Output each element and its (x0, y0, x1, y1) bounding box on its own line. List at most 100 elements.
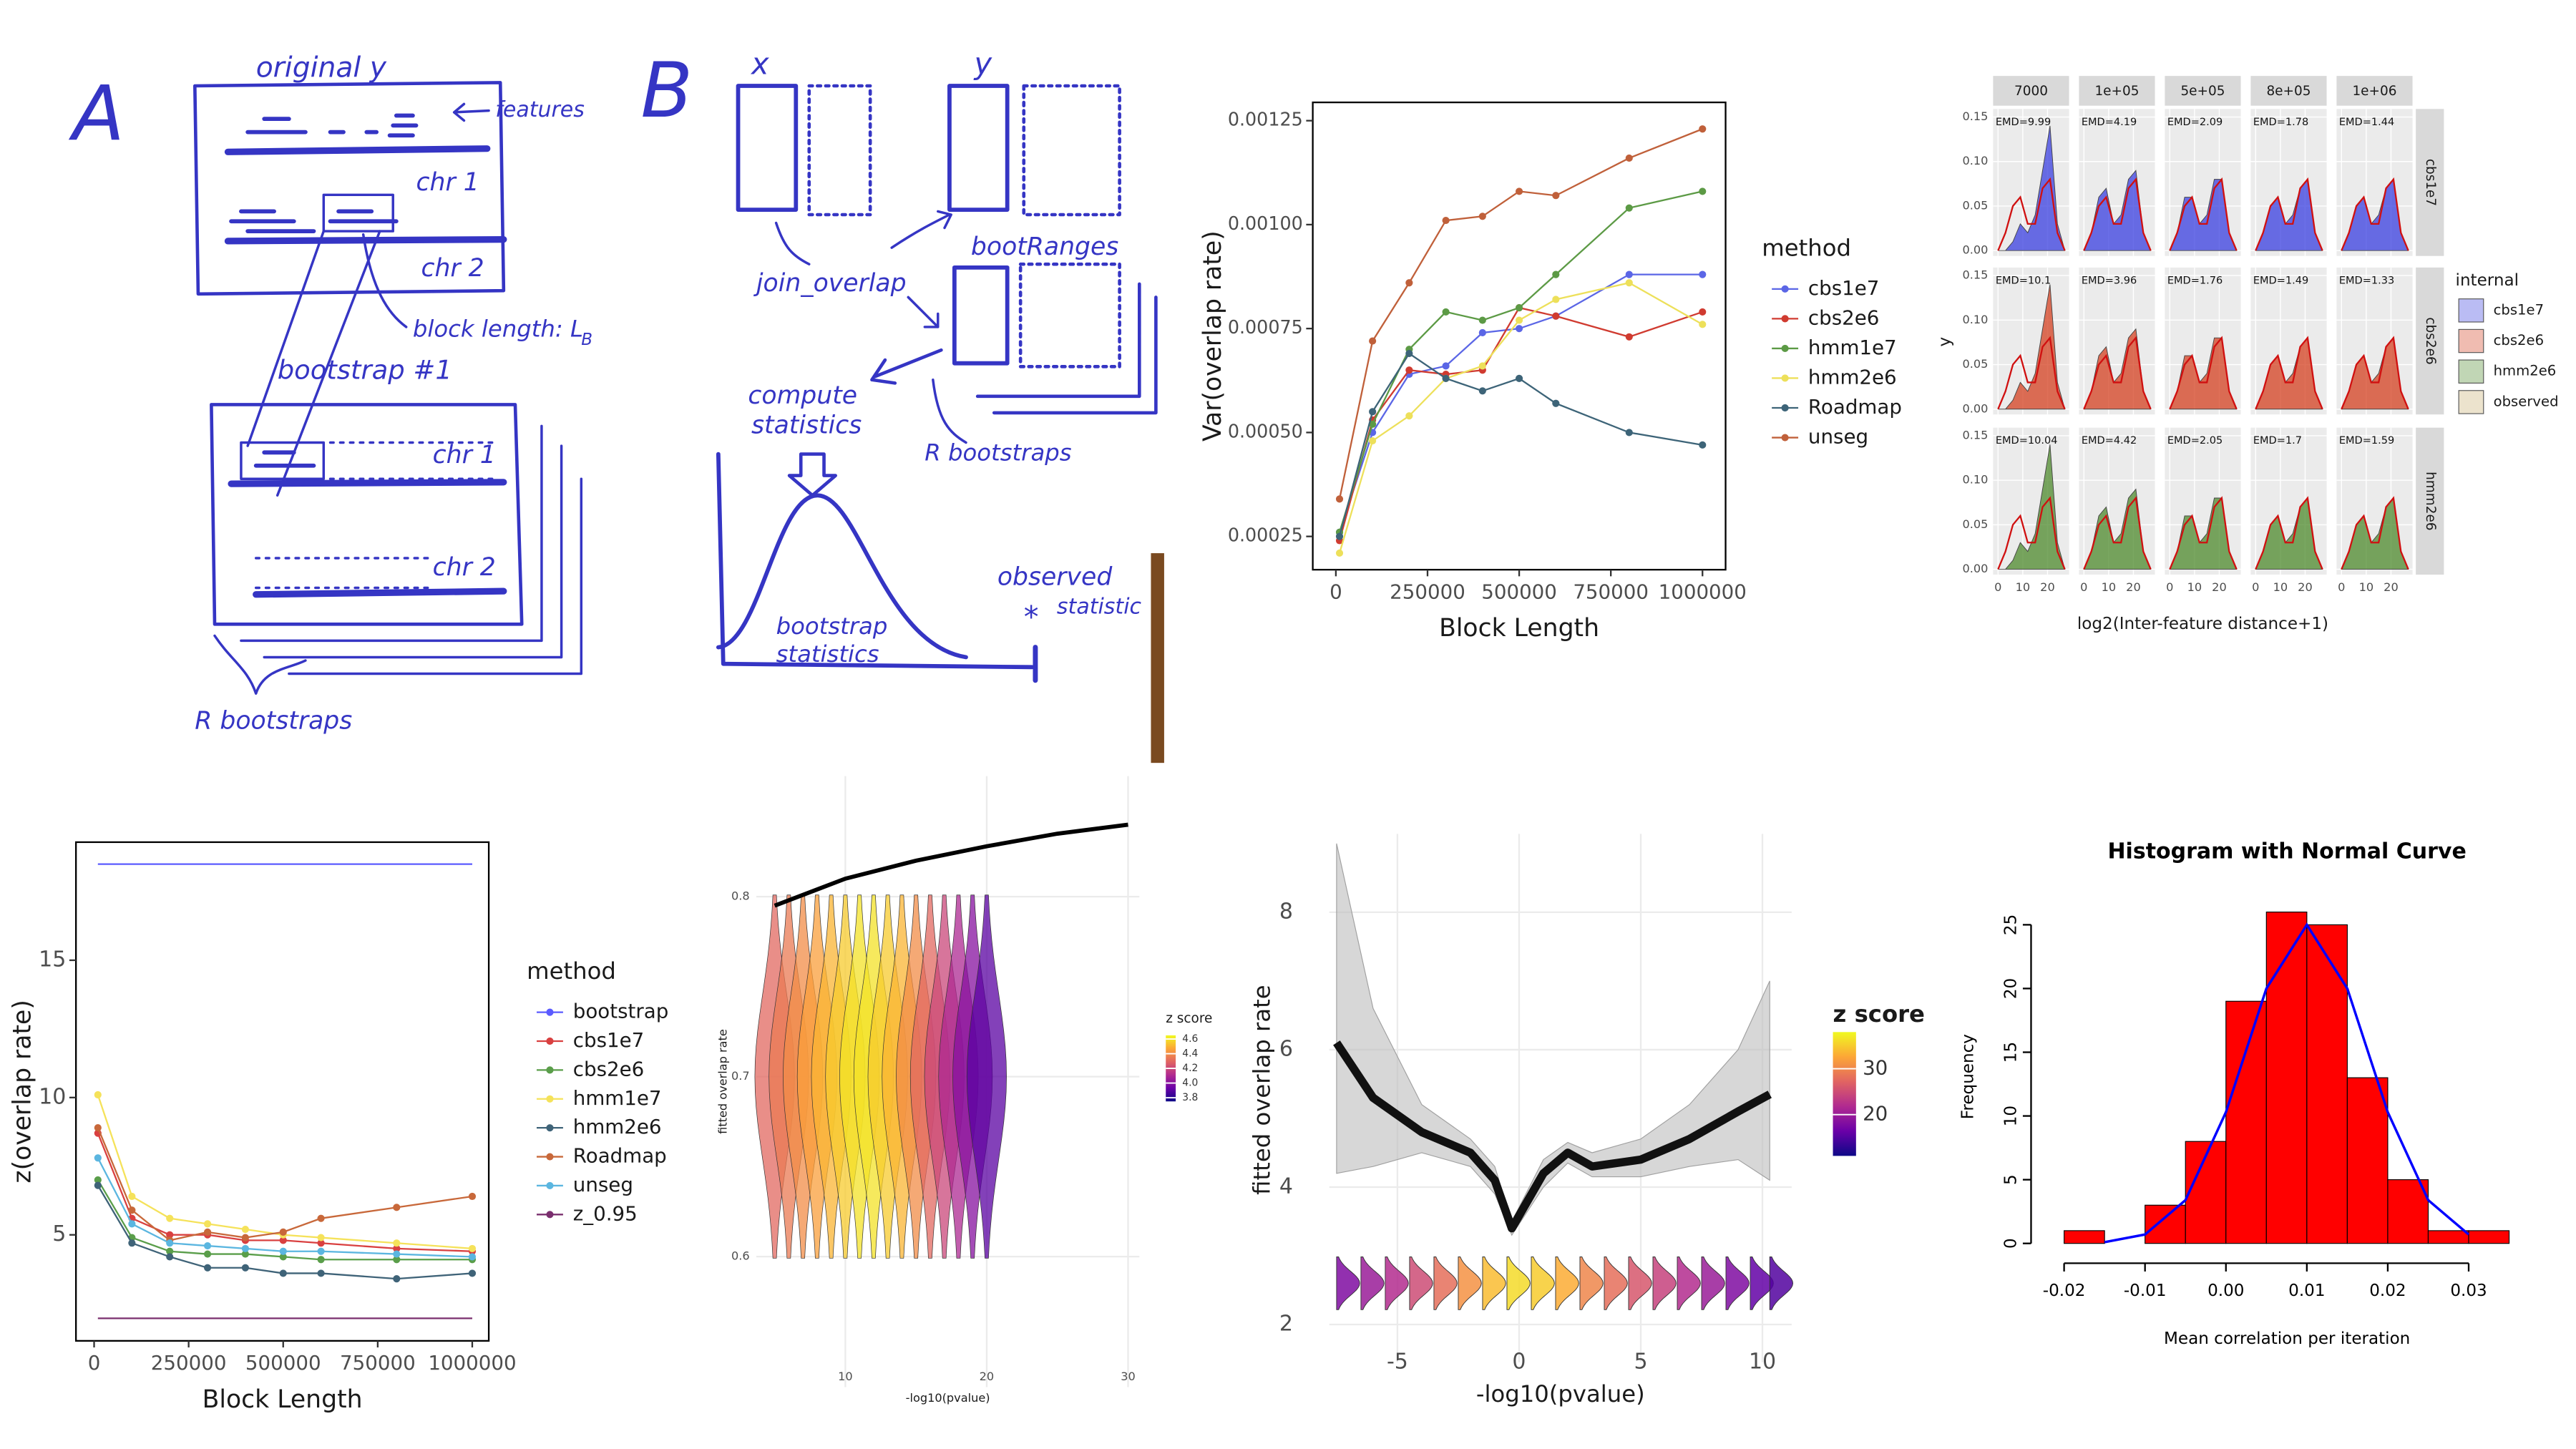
data-point (1369, 408, 1377, 416)
annotation: EMD=2.09 (2167, 117, 2223, 128)
violin (1750, 1257, 1774, 1310)
block-box (322, 193, 394, 233)
x-axis-title: Block Length (203, 1385, 363, 1414)
x-axis-title: -log10(pvalue) (906, 1391, 990, 1405)
legend-label: cbs2e6 (573, 1057, 645, 1080)
x-tick-label: 0 (2252, 580, 2259, 594)
data-point (468, 1192, 477, 1201)
violin (1458, 1257, 1482, 1310)
violin (966, 894, 1007, 1259)
observed-line (2169, 336, 2238, 410)
range-box-dashed (1022, 84, 1121, 217)
observed-line (2083, 336, 2152, 410)
panel-label: B (640, 47, 693, 135)
violin (1482, 1257, 1506, 1310)
violin (1433, 1257, 1458, 1310)
chromosome-line (228, 479, 507, 598)
y-tick-label: 0.10 (1963, 154, 1989, 167)
violin (1409, 1257, 1433, 1310)
x-tick-label: 500000 (245, 1351, 321, 1375)
legend-label: Roadmap (1808, 395, 1902, 419)
data-point (1699, 125, 1707, 133)
data-point (94, 1181, 102, 1189)
data-point (1516, 304, 1523, 312)
legend-label: hmm2e6 (2494, 363, 2557, 379)
observed-line (2341, 177, 2409, 251)
data-point (1335, 495, 1344, 503)
bar (2468, 1230, 2510, 1244)
x-tick-label: 250000 (1390, 580, 1465, 603)
data-point (1405, 412, 1413, 420)
diagram-label: features (495, 97, 585, 122)
facet-label: 1e+05 (2094, 84, 2139, 99)
data-point (241, 1225, 249, 1234)
data-point (468, 1244, 477, 1252)
x-tick-label: 20 (2126, 580, 2141, 594)
legend-swatch (1781, 434, 1789, 441)
chromosome-line (224, 145, 507, 245)
data-point (317, 1234, 325, 1241)
data-point (94, 1091, 102, 1099)
colorbar-label: 20 (1863, 1102, 1888, 1126)
data-point (1442, 374, 1450, 382)
data-point (468, 1253, 477, 1261)
facet-strip (2336, 76, 2413, 106)
annotation: EMD=10.04 (1996, 435, 2058, 447)
panel-b: B x y join_overlap bootRanges compute st… (640, 46, 1164, 763)
diagram-label: original y (256, 52, 387, 84)
legend-swatch (1781, 285, 1789, 293)
bar (2306, 924, 2348, 1244)
data-point (468, 1269, 477, 1277)
legend-title: internal (2456, 271, 2519, 290)
data-point (1478, 328, 1486, 337)
diagram-label: chr 2 (433, 553, 496, 582)
legend-swatch (1781, 315, 1789, 323)
data-point (241, 1250, 249, 1258)
x-axis-title: -log10(pvalue) (1476, 1380, 1645, 1407)
panel-a: A original y features chr 1 chr 2 block … (69, 52, 593, 735)
x-tick-label: 20 (2040, 580, 2055, 594)
x-tick-label: 0.03 (2450, 1282, 2487, 1300)
track-box (210, 403, 524, 626)
y-tick-label: 0.6 (731, 1249, 750, 1263)
observed-line (2083, 177, 2152, 251)
legend-swatch (2458, 328, 2484, 353)
violin (1677, 1257, 1701, 1310)
y-tick-label: 0.15 (1963, 268, 1989, 282)
y-tick-label: 4 (1279, 1174, 1293, 1199)
legend-swatch (546, 1124, 554, 1132)
violin (1652, 1257, 1677, 1310)
data-point (94, 1176, 102, 1184)
data-point (203, 1220, 212, 1228)
annotation: EMD=1.49 (2253, 275, 2308, 286)
x-tick-label: 20 (980, 1370, 995, 1383)
diagram-label: bootstrap (776, 613, 888, 640)
violin (1725, 1257, 1750, 1310)
bar (2265, 912, 2308, 1244)
arrow (361, 233, 408, 328)
diagram-label: bootRanges (971, 233, 1118, 261)
y-axis-title: fitted overlap rate (1248, 985, 1275, 1194)
data-point (1552, 270, 1560, 278)
data-point (203, 1250, 212, 1258)
data-point (393, 1204, 401, 1211)
data-point (203, 1264, 212, 1272)
arrow (787, 452, 837, 497)
legend-label: cbs1e7 (1808, 276, 1880, 300)
legend-swatch (2458, 359, 2484, 384)
data-point (166, 1214, 174, 1222)
violin (1531, 1257, 1555, 1310)
x-tick-label: 10 (838, 1370, 853, 1383)
data-point (1405, 349, 1413, 358)
plot-frame (75, 841, 490, 1342)
y-tick-label: 0.00 (1963, 401, 1989, 415)
data-point (1405, 366, 1413, 374)
diagram-label: join_overlap (753, 269, 907, 298)
y-tick-label: 0.00050 (1228, 420, 1303, 441)
observed-line (1997, 496, 2066, 570)
facet-label: hmm2e6 (2423, 472, 2438, 530)
y-tick-label: 0.15 (1963, 109, 1989, 123)
facet-strip (2250, 76, 2327, 106)
diagram-label: observed (997, 563, 1113, 592)
bar (2064, 1230, 2105, 1244)
